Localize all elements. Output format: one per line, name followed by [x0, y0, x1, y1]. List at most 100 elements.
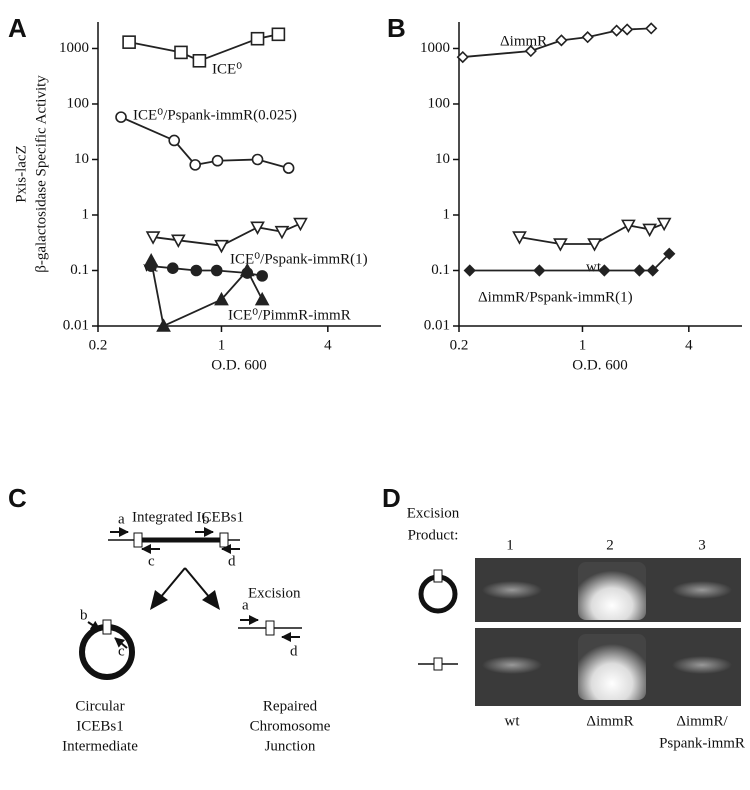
x-tick-label: 1 [218, 337, 226, 353]
plot: A 0.01 0.1 1 10 100 1000 0.2 1 4 O.D. 600 Pxis-lacZ… [8, 13, 381, 373]
marker [174, 45, 188, 60]
marker [633, 264, 646, 277]
plot: B 0.01 0.1 1 10 100 1000 0.2 1 4 O.D. 600 ΔimmR wt Δi… [387, 13, 742, 373]
marker [210, 264, 223, 277]
marker [656, 217, 672, 232]
gel-band [672, 656, 732, 674]
x-tick-label: 4 [324, 337, 332, 353]
series-label: ICE⁰/Pspank-immR(0.025) [133, 107, 297, 123]
att-site [219, 532, 229, 548]
primer-arrow [87, 620, 101, 631]
marker [553, 238, 568, 252]
strain-label: ΔimmR [586, 713, 633, 729]
marker [145, 231, 161, 245]
y-axis-label: β-galactosidase Specific Activity [33, 75, 49, 273]
y-tick-label: 0.01 [63, 317, 89, 333]
primer-label: d [290, 643, 298, 659]
marker [254, 291, 270, 306]
primer-label: d [228, 553, 236, 569]
marker [143, 253, 159, 267]
marker [170, 234, 186, 248]
marker [156, 318, 171, 332]
marker [642, 223, 657, 238]
lane-number: 3 [698, 537, 706, 553]
gel-band [578, 562, 646, 620]
circular-label: Circular [75, 698, 124, 714]
marker [293, 217, 308, 232]
primer-arrow [114, 637, 128, 649]
marker [610, 24, 623, 37]
repaired-label: Repaired [263, 698, 318, 714]
marker [211, 154, 224, 167]
panel-label: B [387, 13, 406, 43]
panel-label: A [8, 13, 27, 43]
marker [251, 153, 264, 166]
circular-label: ICEBs1 [76, 718, 124, 734]
series-label: ΔimmR [500, 33, 547, 49]
strain-label: ΔimmR/ [676, 713, 728, 729]
panel-label: C [8, 483, 27, 513]
x-tick-label: 4 [685, 337, 693, 353]
x-tick-label: 1 [579, 337, 587, 353]
marker [250, 31, 265, 46]
marker [533, 264, 546, 277]
marker [168, 134, 180, 147]
x-axis-label: O.D. 600 [211, 357, 266, 373]
marker [115, 111, 127, 123]
y-tick-label: 100 [428, 95, 451, 111]
marker [189, 159, 201, 171]
x-tick-label: 0.2 [450, 337, 469, 353]
arrowhead [202, 590, 220, 610]
y-tick-label: 0.1 [70, 262, 89, 278]
series-line [120, 116, 289, 169]
y-tick-label: 1000 [420, 40, 450, 56]
marker [581, 31, 594, 44]
y-tick-label: 100 [67, 95, 90, 111]
primer-label: c [148, 553, 155, 569]
marker [663, 247, 676, 260]
gel-band [672, 581, 732, 599]
series-line [462, 27, 652, 58]
product-label: Excision [407, 505, 460, 521]
x-axis-label: O.D. 600 [572, 357, 627, 373]
marker [555, 34, 568, 47]
marker [621, 219, 636, 234]
primer-label: b [80, 607, 88, 623]
marker [456, 50, 469, 64]
y-axis-label: Pxis-lacZ [13, 145, 29, 203]
marker [271, 27, 286, 42]
lane-number: 1 [506, 537, 514, 553]
gel-band [482, 581, 542, 599]
strain-label: wt [505, 713, 521, 729]
series-label: wt [586, 259, 602, 275]
product-label: Product: [408, 527, 459, 543]
att-site [265, 620, 275, 636]
marker [190, 264, 203, 277]
marker [239, 262, 255, 277]
axis [458, 22, 742, 327]
primer-label: a [242, 597, 249, 613]
att-site [433, 657, 443, 671]
marker [463, 264, 476, 277]
integrated-label: Integrated ICEBs1 [132, 509, 244, 525]
att-site [102, 619, 112, 635]
circular-label: Intermediate [62, 738, 138, 754]
gel-band [578, 634, 646, 700]
marker [214, 239, 229, 254]
marker [587, 238, 602, 252]
gel-band [482, 656, 542, 674]
marker [192, 53, 207, 68]
panel-d: D Excision Product: 1 2 3 wt ΔimmR ΔimmR… [382, 483, 745, 752]
marker [166, 262, 179, 274]
y-tick-label: 0.1 [431, 262, 450, 278]
marker [274, 225, 290, 240]
strain-label: Pspank-immR [659, 735, 745, 751]
y-tick-label: 10 [74, 151, 89, 167]
marker [646, 264, 659, 277]
repaired-label: Junction [265, 738, 316, 754]
panel-c: C Integrated ICEBs1 a b c d Excision b c… [8, 483, 331, 755]
marker [512, 231, 527, 245]
y-tick-label: 1000 [59, 40, 89, 56]
marker [250, 221, 265, 235]
